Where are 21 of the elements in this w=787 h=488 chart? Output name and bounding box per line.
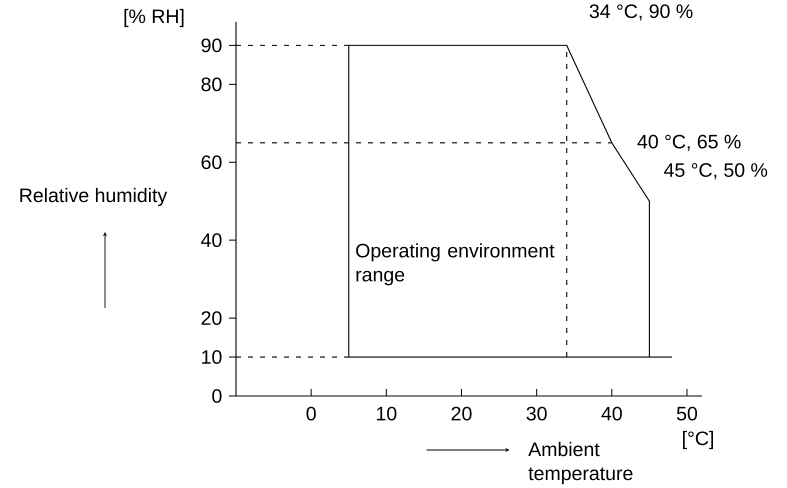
annotation: 45 °C, 50 % <box>664 163 768 180</box>
x-axis-title: Ambient temperature <box>528 442 632 484</box>
text: [°C] <box>683 430 713 450</box>
annotation: 40 °C, 65 % <box>637 134 741 151</box>
y-tick-label: 80 <box>201 77 222 92</box>
y-tick-label: 20 <box>202 311 222 325</box>
y-tick-label: 60 <box>202 155 222 170</box>
x-tick-label: 10 <box>376 406 396 421</box>
y-axis-title: Relative humidity <box>20 188 168 206</box>
y-tick-label: 90 <box>202 38 222 52</box>
x-tick-label: 20 <box>452 406 472 421</box>
y-tick-label: 0 <box>212 389 222 403</box>
x-tick-label: 40 <box>601 406 622 421</box>
annotation: 34 °C, 90 % <box>590 4 692 20</box>
x-tick-label: 0 <box>306 406 316 421</box>
y-tick-label: 10 <box>202 350 222 364</box>
text: [% RH] <box>124 8 184 28</box>
y-tick-label: 40 <box>201 233 222 248</box>
x-tick-label: 30 <box>526 406 547 421</box>
annotation: Operating environment range <box>356 243 554 286</box>
x-tick-label: 50 <box>676 406 698 421</box>
